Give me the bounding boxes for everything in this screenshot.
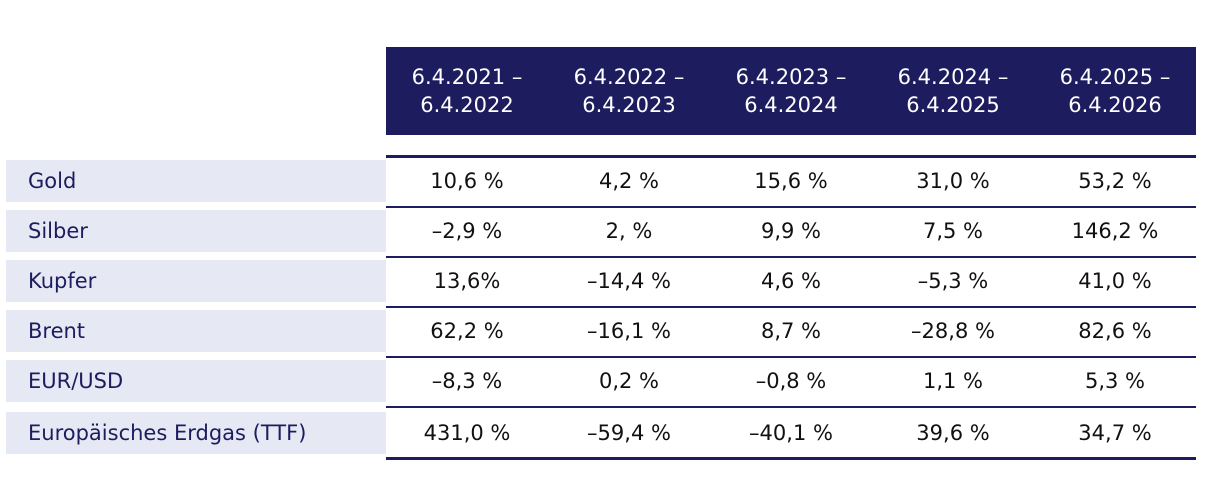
row-divider bbox=[386, 306, 1196, 308]
table-cell: –40,1 % bbox=[749, 421, 833, 445]
column-header: 6.4.2022 – 6.4.2023 bbox=[573, 65, 685, 117]
table-cell: –59,4 % bbox=[587, 421, 671, 445]
table-cell: –5,3 % bbox=[917, 269, 989, 293]
table-cell: 62,2 % bbox=[430, 319, 504, 343]
row-divider bbox=[386, 256, 1196, 258]
row-label: EUR/USD bbox=[6, 360, 386, 402]
table-cell: 13,6% bbox=[433, 269, 501, 293]
table-cell: 41,0 % bbox=[1078, 269, 1152, 293]
column-header: 6.4.2023 – 6.4.2024 bbox=[735, 65, 847, 117]
table-cell: –28,8 % bbox=[911, 319, 995, 343]
column-header: 6.4.2021 – 6.4.2022 bbox=[411, 65, 523, 117]
row-label: Gold bbox=[6, 160, 386, 202]
table-cell: 431,0 % bbox=[423, 421, 511, 445]
table-cell: 4,6 % bbox=[760, 269, 822, 293]
table-cell: 5,3 % bbox=[1084, 369, 1146, 393]
table-header: 6.4.2021 – 6.4.2022 6.4.2022 – 6.4.2023 … bbox=[386, 47, 1196, 135]
table-cell: 8,7 % bbox=[760, 319, 822, 343]
table-cell: 9,9 % bbox=[760, 219, 822, 243]
table-cell: 2, % bbox=[605, 219, 653, 243]
table-cell: 31,0 % bbox=[916, 169, 990, 193]
table-bottom-rule bbox=[386, 457, 1196, 460]
table-cell: 7,5 % bbox=[922, 219, 984, 243]
table-cell: 15,6 % bbox=[754, 169, 828, 193]
column-header: 6.4.2024 – 6.4.2025 bbox=[897, 65, 1009, 117]
table-top-rule bbox=[386, 155, 1196, 158]
table-cell: 0,2 % bbox=[598, 369, 660, 393]
row-label: Silber bbox=[6, 210, 386, 252]
table-cell: –0,8 % bbox=[755, 369, 827, 393]
row-divider bbox=[386, 356, 1196, 358]
table-cell: 1,1 % bbox=[922, 369, 984, 393]
table-cell: 39,6 % bbox=[916, 421, 990, 445]
table-cell: –14,4 % bbox=[587, 269, 671, 293]
table-cell: –8,3 % bbox=[431, 369, 503, 393]
table-cell: 146,2 % bbox=[1071, 219, 1159, 243]
table-cell: 53,2 % bbox=[1078, 169, 1152, 193]
table-cell: 82,6 % bbox=[1078, 319, 1152, 343]
table-cell: 4,2 % bbox=[598, 169, 660, 193]
table-cell: –16,1 % bbox=[587, 319, 671, 343]
row-label: Kupfer bbox=[6, 260, 386, 302]
table-cell: 10,6 % bbox=[430, 169, 504, 193]
row-divider bbox=[386, 206, 1196, 208]
column-header: 6.4.2025 – 6.4.2026 bbox=[1059, 65, 1171, 117]
table-cell: 34,7 % bbox=[1078, 421, 1152, 445]
row-label: Brent bbox=[6, 310, 386, 352]
table-cell: –2,9 % bbox=[431, 219, 503, 243]
row-divider bbox=[386, 406, 1196, 408]
row-label: Europäisches Erdgas (TTF) bbox=[6, 412, 386, 454]
